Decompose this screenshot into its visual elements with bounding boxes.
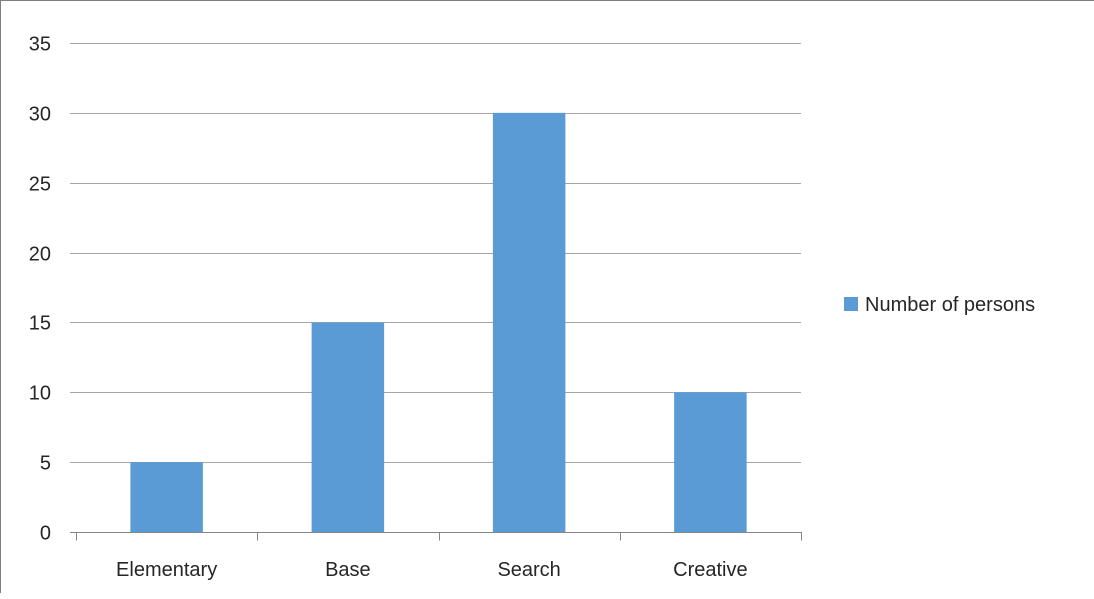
x-tick-label: Search (497, 559, 560, 581)
bar-search (492, 112, 566, 532)
bars (130, 112, 747, 532)
x-tick-label: Base (325, 559, 371, 581)
y-tick-label: 30 (29, 104, 51, 126)
y-tick-label: 10 (29, 383, 51, 405)
x-tick-label: Creative (673, 559, 747, 581)
y-tick-label: 15 (29, 313, 51, 335)
x-axis-tick-labels: Elementary Base Search Creative (116, 559, 748, 581)
x-axis (70, 532, 802, 541)
y-tick-label: 25 (29, 174, 51, 196)
gridlines (70, 43, 801, 463)
legend-swatch (844, 297, 858, 311)
legend-label: Number of persons (865, 294, 1035, 316)
y-tick-label: 0 (40, 523, 51, 545)
bar-base (311, 322, 385, 532)
bar-elementary (130, 462, 203, 532)
x-tick-label: Elementary (116, 559, 217, 581)
y-tick-label: 35 (29, 34, 51, 56)
y-tick-label: 5 (40, 453, 51, 475)
legend: Number of persons (844, 294, 1035, 316)
y-axis-tick-labels: 0 5 10 15 20 25 30 35 (29, 34, 51, 545)
bar-creative (674, 392, 747, 532)
y-tick-label: 20 (29, 244, 51, 266)
